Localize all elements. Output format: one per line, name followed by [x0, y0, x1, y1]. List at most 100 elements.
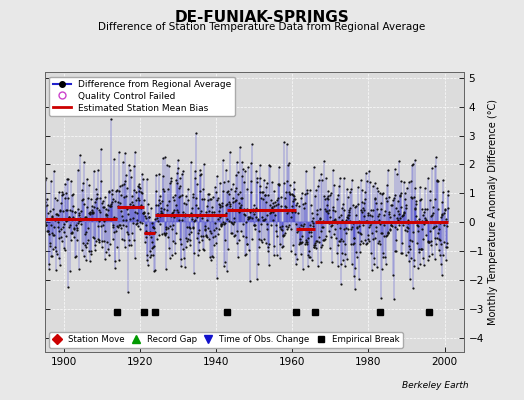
- Point: [210, 227, 219, 234]
- Point: [182, 235, 191, 241]
- Point: [192, 130, 201, 137]
- Point: [302, 239, 310, 246]
- Point: [300, 200, 309, 206]
- Point: [49, 206, 57, 213]
- Point: [94, 236, 102, 242]
- Point: [325, 228, 333, 234]
- Point: [184, 197, 193, 204]
- Point: [46, 240, 54, 246]
- Point: [154, 218, 162, 224]
- Point: [117, 191, 126, 198]
- Point: [49, 246, 57, 252]
- Point: [128, 192, 136, 199]
- Point: [199, 246, 207, 252]
- Point: [70, 226, 79, 233]
- Point: [307, 233, 315, 240]
- Point: [225, 191, 234, 197]
- Point: [336, 238, 344, 244]
- Point: [403, 217, 412, 224]
- Point: [171, 250, 180, 256]
- Point: [288, 203, 297, 209]
- Point: [91, 199, 99, 205]
- Point: [268, 204, 277, 210]
- Point: [424, 175, 433, 181]
- Point: [105, 240, 114, 247]
- Point: [103, 214, 112, 221]
- Point: [366, 178, 374, 185]
- Point: [298, 190, 307, 196]
- Point: [102, 212, 111, 218]
- Point: [333, 242, 342, 248]
- Point: [186, 241, 194, 248]
- Point: [225, 218, 233, 224]
- Point: [113, 244, 121, 250]
- Point: [129, 214, 137, 221]
- Point: [134, 222, 143, 229]
- Point: [90, 234, 98, 241]
- Point: [442, 257, 451, 264]
- Point: [206, 196, 214, 202]
- Point: [397, 204, 405, 210]
- Point: [109, 236, 117, 242]
- Point: [282, 222, 290, 229]
- Point: [166, 222, 174, 229]
- Point: [359, 205, 367, 212]
- Point: [127, 174, 135, 181]
- Point: [96, 216, 105, 222]
- Point: [229, 180, 237, 187]
- Point: [68, 208, 77, 214]
- Point: [359, 213, 368, 220]
- Point: [60, 247, 69, 254]
- Point: [194, 205, 202, 211]
- Point: [180, 212, 188, 218]
- Point: [125, 237, 133, 243]
- Point: [336, 280, 345, 287]
- Point: [46, 208, 54, 214]
- Point: [112, 188, 120, 194]
- Point: [107, 116, 115, 122]
- Point: [243, 206, 251, 212]
- Point: [214, 195, 222, 202]
- Point: [184, 236, 192, 242]
- Point: [64, 214, 73, 220]
- Point: [411, 205, 420, 211]
- Point: [101, 194, 110, 200]
- Point: [370, 180, 379, 186]
- Point: [268, 217, 277, 223]
- Point: [104, 207, 112, 213]
- Point: [312, 186, 320, 193]
- Point: [286, 191, 294, 197]
- Point: [166, 255, 174, 261]
- Point: [66, 222, 74, 228]
- Point: [345, 206, 354, 213]
- Point: [335, 182, 343, 189]
- Point: [396, 193, 404, 200]
- Point: [139, 209, 148, 216]
- Point: [226, 203, 234, 209]
- Point: [249, 211, 258, 218]
- Point: [45, 266, 53, 272]
- Point: [408, 238, 416, 245]
- Point: [189, 225, 198, 232]
- Point: [191, 217, 200, 223]
- Point: [242, 234, 250, 240]
- Point: [126, 242, 135, 248]
- Point: [266, 163, 274, 170]
- Point: [81, 214, 90, 220]
- Point: [385, 194, 394, 200]
- Point: [213, 274, 222, 281]
- Point: [424, 238, 432, 244]
- Point: [360, 200, 368, 206]
- Point: [274, 181, 282, 187]
- Point: [281, 230, 289, 236]
- Point: [85, 258, 94, 264]
- Point: [377, 200, 385, 207]
- Point: [336, 174, 344, 181]
- Point: [110, 229, 118, 235]
- Point: [95, 207, 104, 214]
- Point: [141, 238, 149, 245]
- Point: [253, 276, 261, 283]
- Point: [347, 176, 356, 183]
- Point: [44, 210, 52, 216]
- Point: [387, 202, 396, 208]
